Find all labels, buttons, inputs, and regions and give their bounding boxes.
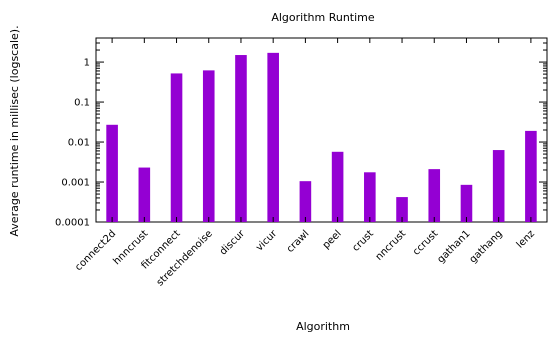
bar-hnncrust — [138, 167, 151, 222]
bar-ccrust — [428, 169, 441, 222]
x-tick-label-stretchdenoise: stretchdenoise — [155, 228, 215, 288]
y-tick-label-1: 1 — [84, 58, 90, 69]
bar-fitconnect — [170, 73, 183, 223]
x-tick-label-nncrust: nncrust — [374, 228, 409, 263]
x-tick-label-peel: peel — [321, 228, 344, 251]
x-tick-label-lenz: lenz — [515, 228, 537, 250]
x-tick-label-crust: crust — [350, 228, 376, 254]
y-tick-label-0.0001: 0.0001 — [55, 218, 90, 229]
plot-frame — [95, 37, 548, 223]
x-tick-label-vicur: vicur — [254, 228, 280, 254]
bar-lenz — [525, 130, 537, 222]
chart-title: Algorithm Runtime — [271, 11, 375, 24]
bar-connect2d — [106, 124, 118, 222]
x-tick-label-gathan1: gathan1 — [435, 228, 472, 265]
y-tick-label-0.001: 0.001 — [61, 178, 90, 189]
bar-peel — [331, 151, 344, 222]
bar-crawl — [299, 181, 312, 222]
y-axis-label: Average runtime in millisec (logscale). — [8, 25, 21, 236]
x-tick-label-ccrust: ccrust — [411, 228, 440, 257]
plot-area: connect2dhnncrustfitconnectstretchdenois… — [55, 37, 548, 288]
bar-gathang — [492, 150, 505, 222]
bar-discur — [235, 55, 247, 222]
bar-crust — [364, 172, 376, 222]
y-tick-label-0.1: 0.1 — [74, 98, 90, 109]
x-tick-label-crawl: crawl — [285, 228, 312, 255]
x-tick-label-discur: discur — [218, 228, 248, 258]
bar-gathan1 — [460, 184, 473, 222]
bar-vicur — [267, 52, 279, 222]
bar-stretchdenoise — [202, 70, 215, 222]
bar-nncrust — [396, 197, 408, 222]
x-tick-label-gathang: gathang — [468, 228, 505, 265]
x-tick-label-connect2d: connect2d — [73, 228, 118, 273]
x-axis-label: Algorithm — [296, 320, 350, 333]
y-tick-label-0.01: 0.01 — [68, 138, 90, 149]
